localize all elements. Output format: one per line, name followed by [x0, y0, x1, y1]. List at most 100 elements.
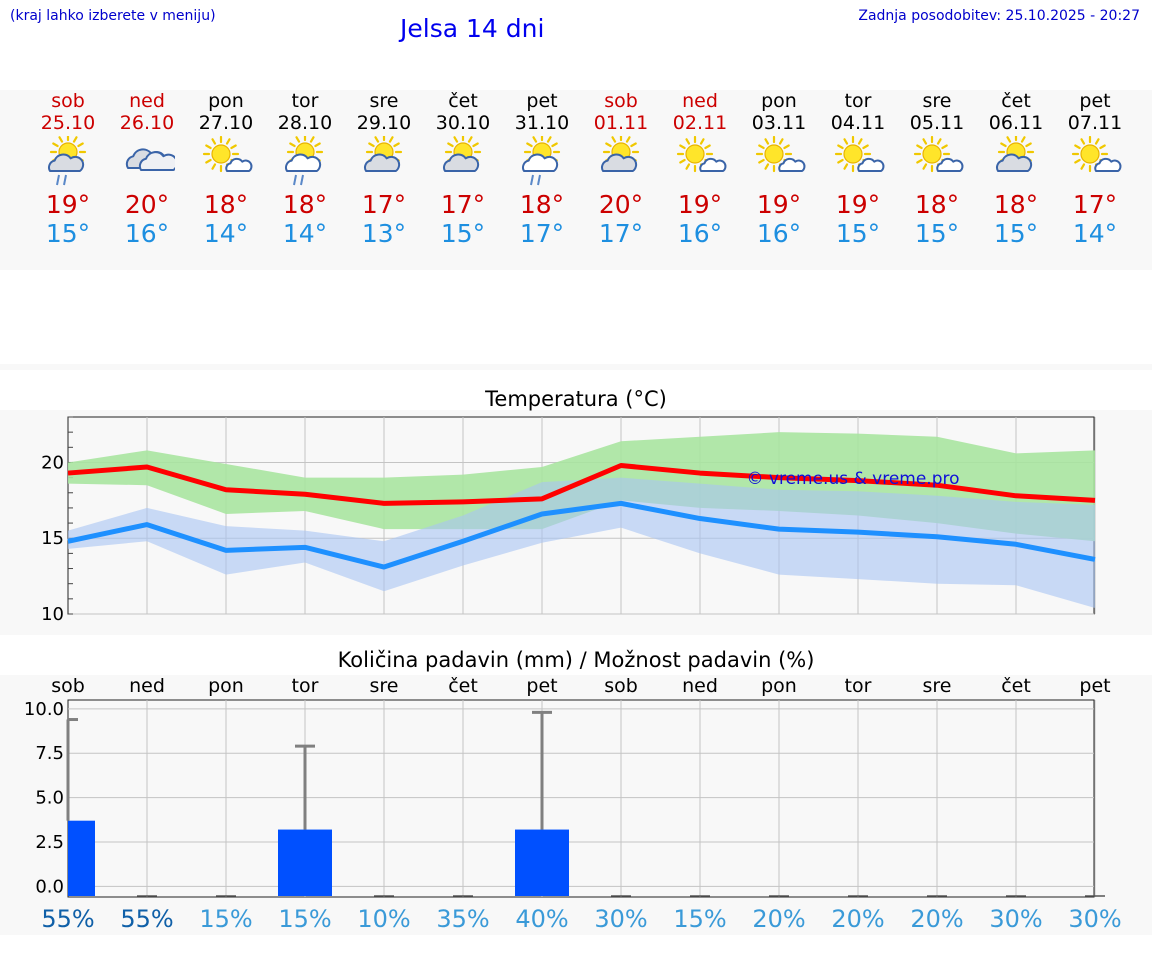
- day-date: 28.10: [277, 112, 333, 134]
- day-date: 03.11: [751, 112, 807, 134]
- min-temperature-line: [67, 500, 1096, 570]
- precipitation-chance: 30%: [989, 905, 1042, 933]
- day-date: 01.11: [593, 112, 649, 134]
- precipitation-chart-title: Količina padavin (mm) / Možnost padavin …: [337, 648, 815, 672]
- day-column: ned 02.11 19° 16°: [661, 90, 740, 248]
- max-temperature: 17°: [440, 190, 486, 219]
- min-temperature: 16°: [677, 219, 723, 248]
- max-temperature: 18°: [519, 190, 565, 219]
- min-temperature: 14°: [282, 219, 328, 248]
- precipitation-chance: 30%: [594, 905, 647, 933]
- max-temperature: 20°: [598, 190, 644, 219]
- partly-sunny-icon: [364, 136, 403, 172]
- x-tick-label: pet: [1079, 675, 1110, 697]
- location-menu-hint: (kraj lahko izberete v meniju): [10, 8, 216, 24]
- partly-sunny-icon: [996, 136, 1035, 172]
- sun-small-cloud-icon: [1071, 136, 1122, 173]
- day-date: 26.10: [119, 112, 175, 134]
- day-date: 27.10: [198, 112, 254, 134]
- y-tick-label: 20: [41, 452, 64, 473]
- y-tick-label: 10: [41, 604, 64, 625]
- day-of-week: tor: [291, 90, 319, 112]
- day-of-week: sre: [369, 90, 399, 112]
- precipitation-chance: 55%: [120, 905, 173, 933]
- temperature-chart-title: Temperatura (°C): [485, 387, 667, 411]
- day-of-week: ned: [682, 90, 718, 112]
- day-column: ned 26.10 20° 16°: [108, 90, 187, 248]
- max-temperature: 19°: [677, 190, 723, 219]
- x-tick-label: sre: [370, 675, 399, 697]
- day-of-week: čet: [1001, 90, 1031, 112]
- precipitation-chance: 55%: [41, 905, 94, 933]
- max-temperature: 18°: [203, 190, 249, 219]
- max-temperature: 19°: [45, 190, 91, 219]
- y-tick-label: 5.0: [35, 788, 64, 809]
- sun-cloud-rain-icon: [285, 136, 324, 186]
- max-temperature: 19°: [835, 190, 881, 219]
- x-tick-label: čet: [1001, 675, 1031, 697]
- day-of-week: pet: [526, 90, 558, 112]
- min-temperature: 15°: [914, 219, 960, 248]
- x-tick-label: sob: [604, 675, 638, 697]
- precipitation-bar: [278, 829, 332, 896]
- day-of-week: pet: [1079, 90, 1111, 112]
- day-date: 06.11: [988, 112, 1044, 134]
- day-of-week: pon: [208, 90, 244, 112]
- day-column: pon 03.11 19° 16°: [740, 90, 819, 248]
- day-column: pet 07.11 17° 14°: [1056, 90, 1135, 248]
- day-column: pon 27.10 18° 14°: [187, 90, 266, 248]
- precipitation-chance: 10%: [357, 905, 410, 933]
- max-temperature: 18°: [914, 190, 960, 219]
- partly-sunny-icon: [601, 136, 640, 172]
- min-temperature: 15°: [993, 219, 1039, 248]
- day-of-week: ned: [129, 90, 165, 112]
- min-temperature: 14°: [1072, 219, 1118, 248]
- precipitation-bar: [68, 820, 95, 896]
- precipitation-chance: 15%: [673, 905, 726, 933]
- day-column: čet 30.10 17° 15°: [424, 90, 503, 248]
- day-of-week: sre: [922, 90, 952, 112]
- min-temperature: 15°: [835, 219, 881, 248]
- watermark: © vreme.us & vreme.pro: [746, 469, 959, 489]
- x-tick-label: ned: [129, 675, 165, 697]
- max-temperature: 18°: [282, 190, 328, 219]
- sun-small-cloud-icon: [755, 136, 806, 173]
- divider: [0, 364, 1152, 370]
- min-temperature: 15°: [440, 219, 486, 248]
- x-tick-label: tor: [845, 675, 872, 697]
- partly-sunny-icon: [443, 136, 482, 172]
- min-temperature: 17°: [598, 219, 644, 248]
- min-temperature-range-band: [68, 477, 1095, 608]
- x-tick-label: sob: [51, 675, 85, 697]
- precipitation-chance: 30%: [1068, 905, 1121, 933]
- day-date: 30.10: [435, 112, 491, 134]
- day-column: sre 05.11 18° 15°: [898, 90, 977, 248]
- min-temperature: 14°: [203, 219, 249, 248]
- plot-area: [67, 699, 1095, 898]
- day-column: sob 25.10 19° 15°: [29, 90, 108, 248]
- day-date: 02.11: [672, 112, 728, 134]
- x-tick-label: tor: [292, 675, 319, 697]
- sun-small-cloud-icon: [913, 136, 964, 173]
- day-of-week: čet: [448, 90, 478, 112]
- day-column: sob 01.11 20° 17°: [582, 90, 661, 248]
- x-tick-label: ned: [682, 675, 718, 697]
- partly-sunny-rain-icon: [48, 136, 87, 186]
- day-of-week: sob: [604, 90, 638, 112]
- y-tick-label: 15: [41, 528, 64, 549]
- day-column: tor 04.11 19° 15°: [819, 90, 898, 248]
- min-temperature: 17°: [519, 219, 565, 248]
- precipitation-chance: 40%: [515, 905, 568, 933]
- x-tick-label: pon: [761, 675, 797, 697]
- day-column: tor 28.10 18° 14°: [266, 90, 345, 248]
- day-of-week: sob: [51, 90, 85, 112]
- precipitation-chance: 15%: [199, 905, 252, 933]
- last-updated-label: Zadnja posodobitev: 25.10.2025 - 20:27: [858, 8, 1140, 24]
- max-temperature: 17°: [361, 190, 407, 219]
- day-column: čet 06.11 18° 15°: [977, 90, 1056, 248]
- x-tick-label: čet: [448, 675, 478, 697]
- precipitation-chance: 20%: [831, 905, 884, 933]
- min-temperature: 15°: [45, 219, 91, 248]
- daily-forecast-strip: sob 25.10 19° 15° ned 26.10 20° 16° pon 27.10 18° 1…: [0, 90, 1152, 270]
- x-tick-label: pon: [208, 675, 244, 697]
